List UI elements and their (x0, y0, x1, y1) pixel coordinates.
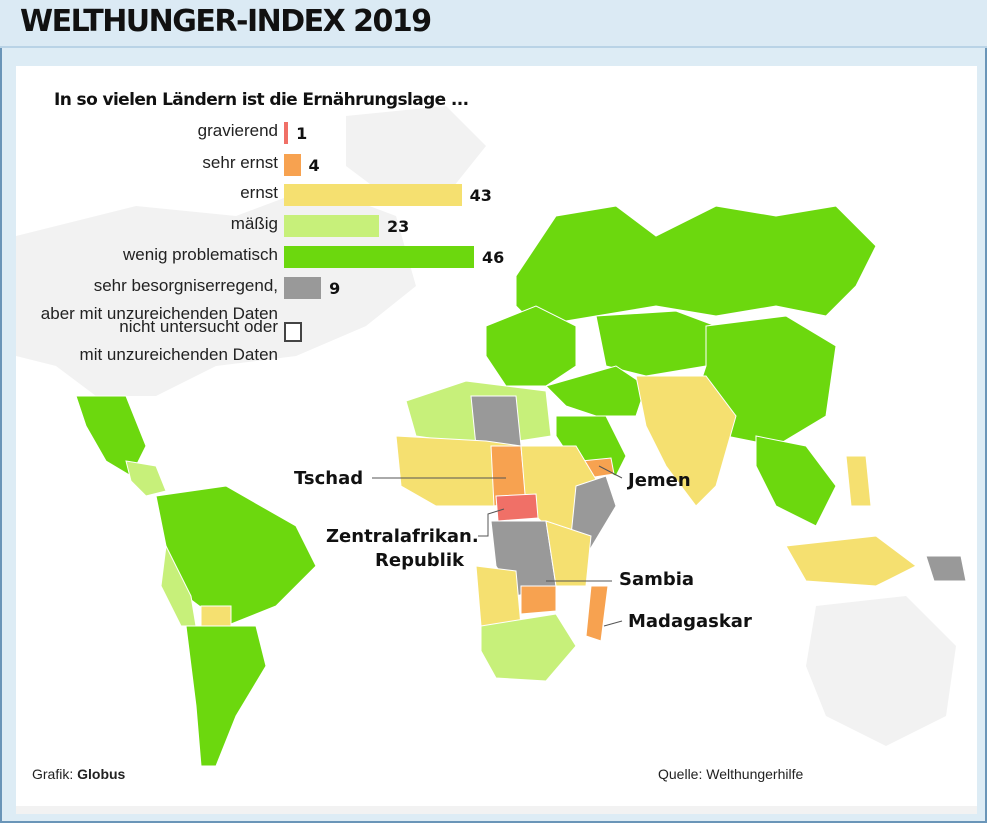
region-south-asia (635, 375, 737, 507)
region-europe (485, 305, 577, 387)
page-title: WELTHUNGER-INDEX 2019 (20, 4, 432, 39)
region-south-america-south (185, 625, 267, 767)
credit-name: Globus (77, 766, 126, 782)
zentralafrika-leader (478, 508, 505, 537)
legend-value-4: 46 (482, 248, 505, 267)
legend-label-5-0: sehr besorgniserregend, (93, 276, 278, 295)
region-southern-africa (480, 613, 577, 682)
region-russia (515, 205, 877, 327)
legend-label-4-0: wenig problematisch (123, 245, 278, 264)
header-bar: WELTHUNGER-INDEX 2019 (0, 0, 987, 48)
landmass-greenland (346, 106, 486, 196)
legend-label-6-1: mit unzureichenden Daten (79, 345, 278, 364)
legend-bar-1 (284, 154, 301, 176)
callout-jemen: Jemen (628, 470, 691, 491)
credit-grafik: Grafik: Globus (32, 766, 125, 782)
legend-label-3-0: mäßig (230, 214, 278, 233)
credit-prefix: Grafik: (32, 766, 78, 782)
credit-source: Quelle: Welthungerhilfe (658, 766, 804, 782)
jemen-leader (598, 465, 623, 479)
world-map (16, 106, 977, 814)
legend-value-2: 43 (469, 186, 492, 205)
legend-bar-5 (284, 277, 322, 299)
callout-sambia: Sambia (619, 569, 695, 590)
region-southeast-asia (755, 435, 837, 527)
legend-value-5: 9 (329, 279, 341, 298)
legend-bar-4 (284, 246, 474, 268)
region-madagascar (585, 585, 609, 642)
region-central-america (125, 460, 167, 497)
legend-label-6-0: nicht untersucht oder (119, 317, 278, 336)
region-car (495, 493, 539, 522)
callout-madagaskar: Madagaskar (628, 611, 752, 632)
landmass-north-america (16, 186, 416, 396)
chart-subtitle: In so vielen Ländern ist die Ernährungsl… (54, 90, 469, 110)
region-philippines (845, 455, 872, 507)
region-turkey-iran (545, 365, 647, 417)
legend-value-3: 23 (387, 217, 410, 236)
legend-label-5-1: aber mit unzureichenden Daten (40, 304, 278, 323)
region-zambia (520, 585, 557, 615)
madagaskar-leader (603, 620, 623, 627)
legend-bar-2 (284, 184, 462, 206)
legend-bar-6 (284, 322, 302, 342)
region-indonesia (785, 535, 917, 587)
landmass-antarctic-hint (16, 806, 977, 814)
region-east-africa (545, 520, 592, 587)
legend-label-2-0: ernst (240, 183, 278, 202)
callout-zentralafrika-line1: Zentralafrikan. (326, 526, 479, 547)
legend-value-0: 1 (296, 124, 308, 143)
legend-value-1: 4 (308, 156, 320, 175)
callout-tschad: Tschad (294, 468, 364, 489)
legend-label-1-0: sehr ernst (202, 153, 278, 172)
callout-zentralafrika-line2: Republik (375, 550, 464, 571)
legend-bar-3 (284, 215, 379, 237)
legend-bar-0 (284, 122, 289, 144)
chart-panel: In so vielen Ländern ist die Ernährungsl… (16, 66, 977, 814)
legend-label-0-0: gravierend (197, 121, 278, 140)
region-png (925, 555, 967, 582)
callout-lines (372, 465, 623, 627)
landmass-australia (806, 596, 956, 746)
